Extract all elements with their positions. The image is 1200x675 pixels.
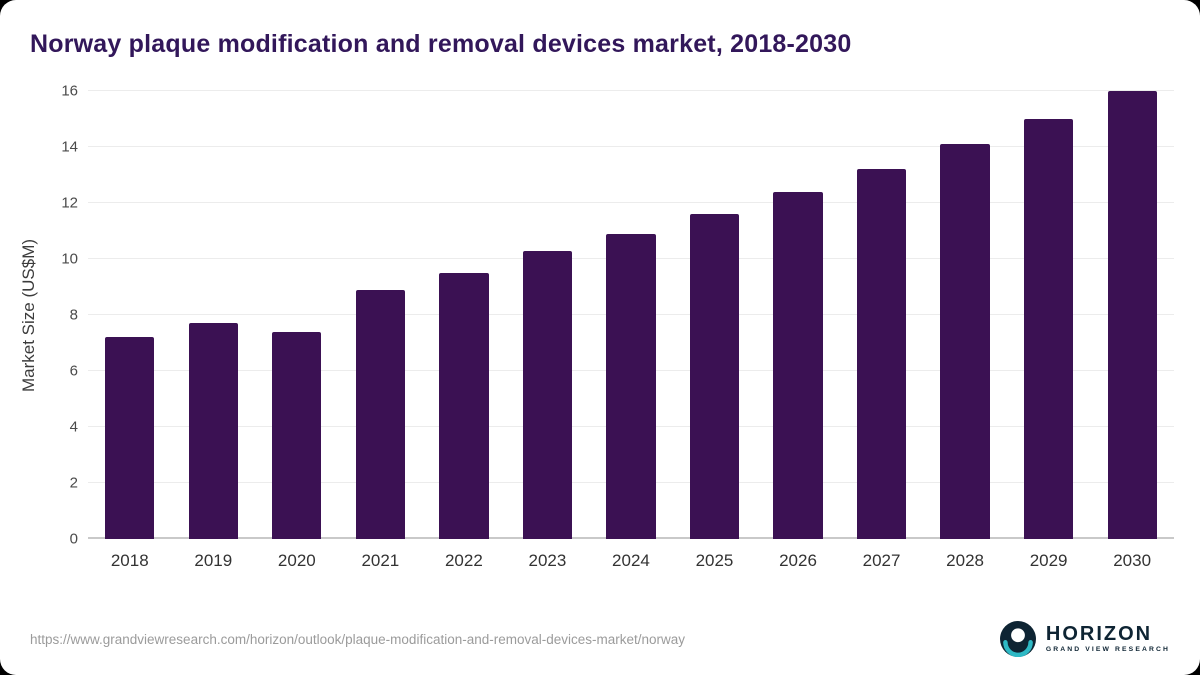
bar-slot (589, 91, 673, 539)
bar-slot (756, 91, 840, 539)
bar-slot (673, 91, 757, 539)
bar-2020 (272, 331, 322, 539)
x-tick-label: 2019 (194, 551, 233, 570)
x-tick-label: 2030 (1113, 551, 1152, 570)
plot-column: 2018 2019 2020 2021 2022 2023 2024 2025 2026 2027… (88, 90, 1174, 571)
bar-2025 (689, 214, 740, 539)
x-tick-label: 2029 (1029, 551, 1068, 570)
x-tick-label: 2022 (444, 551, 483, 570)
chart-title: Norway plaque modification and removal d… (30, 30, 852, 58)
gridline (88, 202, 1174, 203)
bar-slot (339, 91, 423, 539)
x-tick-label: 2021 (361, 551, 400, 570)
horizon-logo-text: HORIZON GRAND VIEW RESEARCH (1046, 624, 1170, 654)
gridline (88, 90, 1174, 91)
y-tick-label: 12 (61, 194, 78, 212)
x-tick-label: 2025 (695, 551, 734, 570)
plot-area (88, 90, 1174, 539)
bar-slot (840, 91, 924, 539)
bar-2027 (856, 169, 907, 539)
bar-slot (506, 91, 590, 539)
source-url: https://www.grandviewresearch.com/horizo… (30, 631, 686, 647)
y-tick-label: 16 (61, 82, 78, 100)
horizon-logo-icon (999, 621, 1036, 657)
y-axis-ticks: 0 2 4 6 8 10 12 14 16 (44, 83, 88, 548)
y-tick-label: 2 (69, 474, 78, 492)
x-tick-label: 2018 (110, 551, 149, 570)
bar-2018 (105, 337, 155, 539)
bar-2021 (355, 289, 405, 539)
x-tick-label: 2026 (779, 551, 817, 570)
x-tick-label: 2024 (612, 551, 650, 570)
bar-slot (1007, 91, 1091, 539)
bar-2028 (940, 144, 990, 539)
y-tick-label: 14 (61, 138, 78, 156)
bar-2026 (773, 191, 823, 539)
y-tick-label: 8 (69, 306, 78, 324)
y-tick-label: 6 (69, 362, 78, 380)
bar-2019 (188, 323, 238, 539)
footer: https://www.grandviewresearch.com/horizo… (30, 621, 1170, 657)
y-axis-title: Market Size (US$M) (19, 238, 38, 392)
bar-2023 (522, 250, 573, 539)
bar-2030 (1107, 91, 1157, 539)
y-tick-label: 10 (61, 250, 78, 268)
y-tick-label: 4 (69, 418, 78, 436)
logo-name: HORIZON (1045, 623, 1153, 646)
bar-2024 (606, 233, 656, 539)
bar-2029 (1023, 119, 1074, 539)
y-tick-label: 0 (69, 530, 78, 548)
horizon-logo: HORIZON GRAND VIEW RESEARCH (999, 621, 1170, 657)
logo-subtitle: GRAND VIEW RESEARCH (1045, 646, 1170, 654)
gridline (88, 146, 1174, 147)
bar-slot (88, 91, 172, 539)
x-axis-ticks: 2018 2019 2020 2021 2022 2023 2024 2025 2026 2027… (88, 551, 1174, 571)
bar-slot (255, 91, 339, 539)
bar-slot (172, 91, 256, 539)
bar-layer (88, 91, 1174, 539)
bar-slot (1090, 91, 1174, 539)
x-tick-label: 2020 (277, 551, 316, 570)
x-tick-label: 2023 (528, 551, 567, 570)
chart-area: Market Size (US$M) 0 2 4 6 8 10 12 14 16 2018 201… (0, 65, 1200, 571)
x-tick-label: 2027 (862, 551, 901, 570)
bar-2022 (439, 273, 489, 539)
bar-slot (422, 91, 506, 539)
bar-slot (923, 91, 1007, 539)
x-tick-label: 2028 (946, 551, 984, 570)
